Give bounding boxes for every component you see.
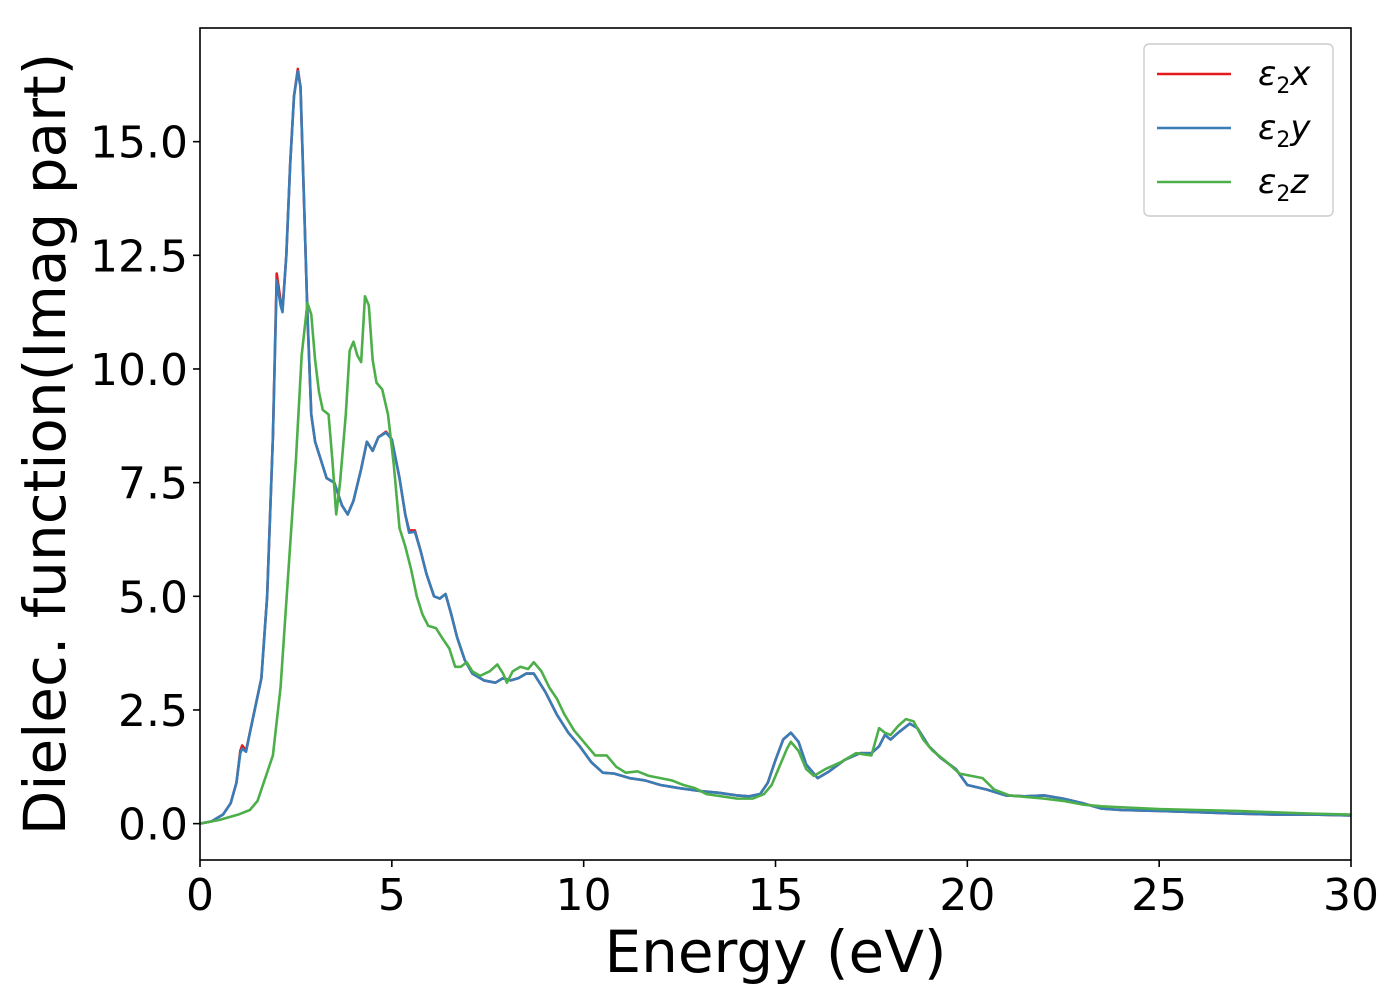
x-tick-label: 30 — [1323, 870, 1379, 921]
legend-label-z: ε2z — [1258, 162, 1309, 207]
y-tick-label: 2.5 — [118, 686, 188, 737]
series-line-z — [199, 294, 1352, 825]
y-tick-label: 10.0 — [90, 345, 188, 396]
x-axis-title: Energy (eV) — [604, 918, 946, 986]
y-axis-ticks: 0.0 2.5 5.0 7.5 10.0 12.5 15.0 — [90, 118, 200, 851]
x-tick-label: 15 — [748, 870, 804, 921]
series-layer — [199, 67, 1352, 825]
y-tick-label: 15.0 — [90, 118, 188, 169]
legend-label-y: ε2y — [1258, 108, 1311, 153]
y-tick-label: 5.0 — [118, 572, 188, 623]
y-axis-title: Dielec. function(Imag part) — [11, 53, 79, 836]
legend: ε2x ε2y ε2z — [1143, 43, 1334, 217]
x-tick-label: 20 — [939, 870, 995, 921]
legend-box — [1143, 43, 1334, 217]
y-tick-label: 0.0 — [118, 800, 188, 851]
x-tick-label: 5 — [378, 870, 406, 921]
x-tick-label: 0 — [186, 870, 214, 921]
legend-label-x: ε2x — [1258, 54, 1311, 99]
x-tick-label: 25 — [1131, 870, 1187, 921]
y-tick-label: 7.5 — [118, 459, 188, 510]
x-tick-label: 10 — [556, 870, 612, 921]
y-tick-label: 12.5 — [90, 231, 188, 282]
x-axis-ticks: 0 5 10 15 20 25 30 — [186, 860, 1379, 921]
